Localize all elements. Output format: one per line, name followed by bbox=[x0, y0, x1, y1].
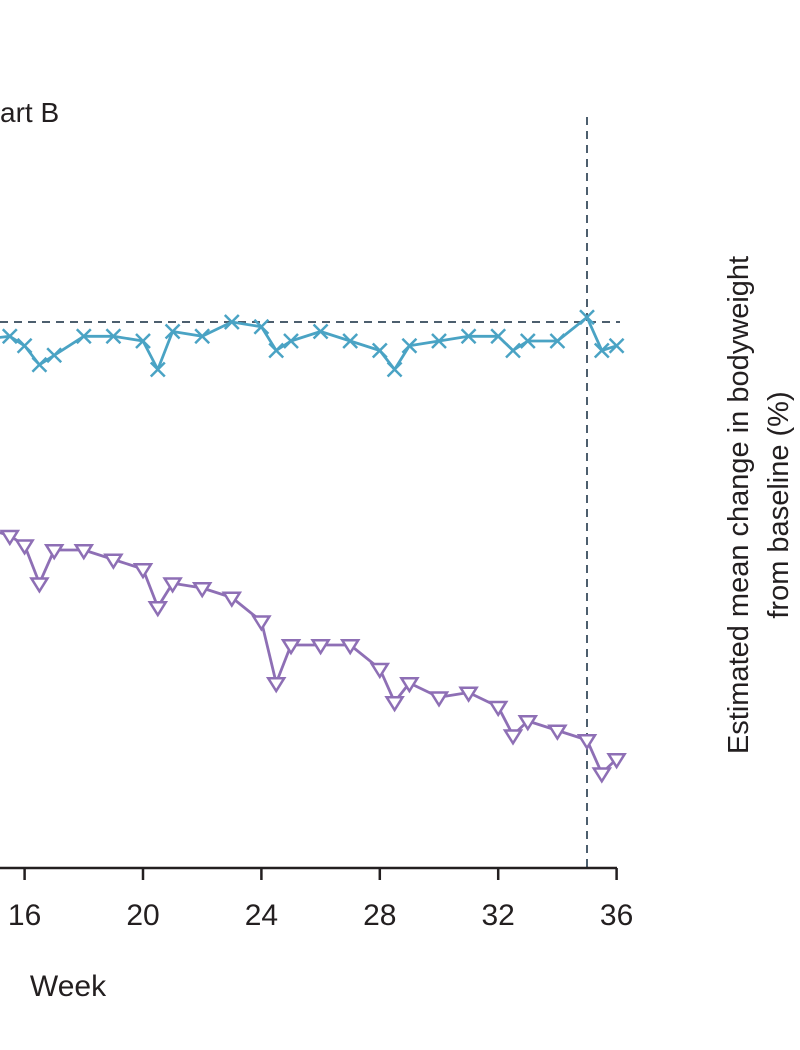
data-point-x bbox=[608, 337, 625, 354]
series-2 bbox=[0, 529, 627, 784]
data-point-triangle bbox=[502, 729, 524, 746]
data-point-x bbox=[135, 333, 151, 349]
data-point-triangle bbox=[0, 529, 21, 547]
data-point-triangle bbox=[591, 767, 613, 784]
x-tick-label: 36 bbox=[600, 899, 633, 932]
data-point-triangle bbox=[399, 676, 420, 694]
y-axis-label-line-1: Estimated mean change in bodyweight bbox=[723, 256, 755, 754]
data-point-triangle bbox=[280, 638, 302, 656]
data-point-triangle bbox=[487, 700, 509, 718]
data-point-x bbox=[371, 342, 388, 359]
data-point-x bbox=[164, 323, 181, 340]
reference-lines bbox=[0, 117, 620, 868]
data-point-x bbox=[105, 328, 122, 345]
data-point-x bbox=[149, 361, 166, 378]
data-point-x bbox=[223, 314, 240, 330]
data-point-triangle bbox=[132, 562, 154, 580]
x-tick-label: 16 bbox=[8, 899, 41, 932]
data-point-x bbox=[593, 342, 610, 359]
data-point-triangle bbox=[517, 714, 539, 732]
series-line bbox=[0, 531, 618, 775]
data-point-x bbox=[490, 328, 507, 345]
data-point-x bbox=[386, 361, 403, 378]
data-point-x bbox=[253, 318, 270, 335]
data-point-triangle bbox=[162, 577, 183, 594]
x-tick-label: 20 bbox=[126, 899, 159, 932]
series-layer bbox=[0, 309, 627, 784]
data-point-x bbox=[46, 347, 63, 364]
x-tick-label: 32 bbox=[482, 899, 515, 932]
data-point-triangle bbox=[369, 662, 391, 680]
data-point-triangle bbox=[547, 724, 568, 741]
data-point-triangle bbox=[43, 543, 65, 561]
x-axis-label: Week bbox=[30, 970, 107, 1003]
data-point-x bbox=[75, 328, 92, 345]
data-point-x bbox=[579, 309, 595, 326]
data-point-x bbox=[268, 342, 285, 359]
data-point-x bbox=[194, 328, 211, 345]
data-point-triangle bbox=[251, 615, 272, 632]
data-point-x bbox=[431, 333, 447, 349]
data-point-triangle bbox=[103, 553, 124, 570]
x-tick-label: 24 bbox=[245, 899, 278, 932]
data-point-x bbox=[16, 337, 33, 354]
data-point-triangle bbox=[606, 752, 627, 770]
y-axis-label: Estimated mean change in bodyweight from… bbox=[723, 256, 795, 754]
data-point-x bbox=[283, 333, 299, 349]
data-point-triangle bbox=[310, 638, 331, 656]
data-point-triangle bbox=[191, 581, 213, 599]
data-point-triangle bbox=[147, 600, 169, 618]
data-point-x bbox=[460, 328, 477, 345]
data-point-triangle bbox=[458, 686, 479, 703]
data-point-triangle bbox=[29, 577, 50, 594]
data-point-x bbox=[312, 323, 329, 340]
data-point-triangle bbox=[339, 638, 361, 656]
series-1 bbox=[0, 309, 625, 378]
data-point-triangle bbox=[576, 733, 598, 751]
x-tick-label: 28 bbox=[363, 899, 396, 932]
data-point-triangle bbox=[221, 591, 243, 608]
panel-title: art B bbox=[0, 97, 59, 128]
data-point-triangle bbox=[428, 691, 450, 708]
y-axis-label-line-2: from baseline (%) bbox=[763, 391, 795, 618]
data-point-x bbox=[401, 337, 418, 354]
data-point-triangle bbox=[14, 539, 35, 556]
data-point-x bbox=[549, 333, 566, 349]
data-point-triangle bbox=[265, 676, 287, 694]
data-point-x bbox=[519, 333, 536, 349]
data-point-triangle bbox=[73, 543, 95, 561]
data-point-x bbox=[505, 342, 521, 359]
data-point-x bbox=[1, 328, 18, 345]
data-point-x bbox=[31, 356, 48, 373]
data-point-x bbox=[342, 333, 359, 349]
x-ticks: 16 20 24 28 32 36 bbox=[8, 868, 633, 932]
data-point-triangle bbox=[384, 695, 405, 713]
